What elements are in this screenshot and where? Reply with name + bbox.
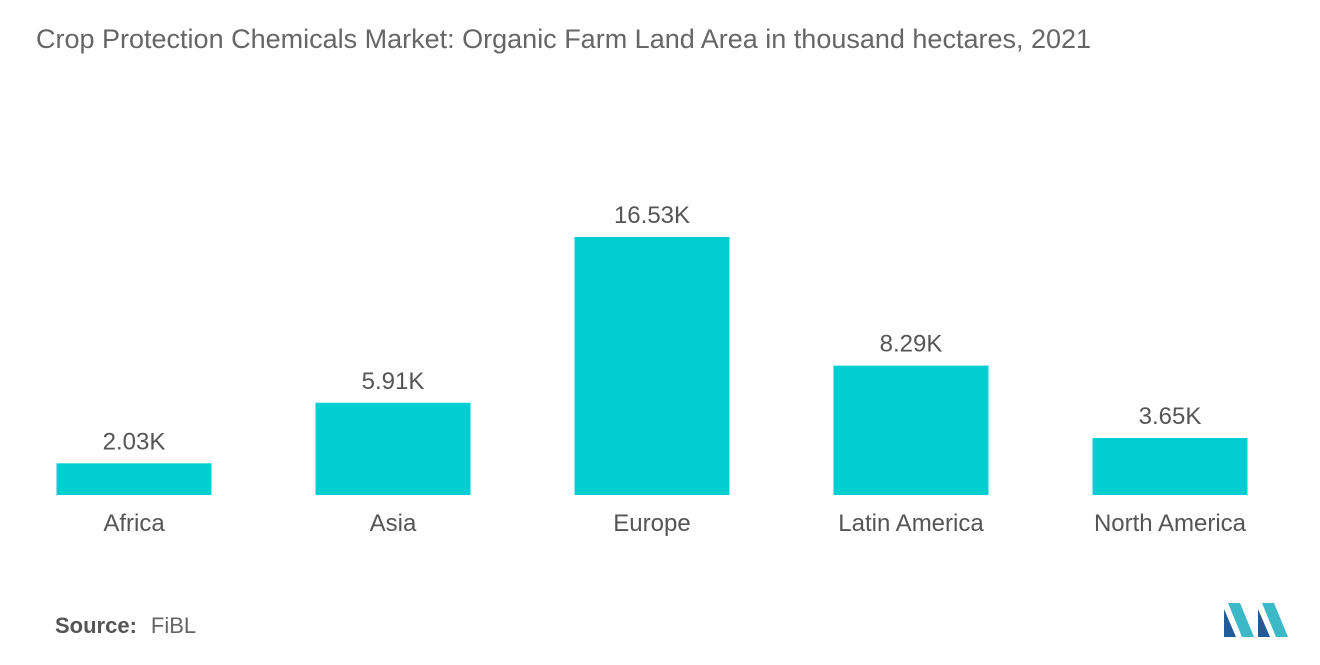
bar-asia [315,402,471,495]
data-label: 8.29K [880,331,943,358]
data-label: 16.53K [614,202,690,229]
source-label: Source: [55,613,137,638]
x-tick-label: North America [1094,510,1247,537]
x-tick-label: Africa [103,510,165,537]
logo-left-diagonal [1228,603,1254,637]
data-label: 5.91K [362,368,425,395]
bar-europe [574,237,730,495]
mordor-intelligence-logo-icon [1224,603,1288,637]
logo-left-stroke [1224,609,1236,637]
data-label: 3.65K [1139,403,1202,430]
source-value: FiBL [150,613,197,638]
bar-africa [56,463,212,495]
bar-latin-america [833,365,989,495]
x-tick-label: Asia [370,510,417,537]
bar-north-america [1092,438,1248,495]
logo-right-stroke [1258,609,1270,637]
x-tick-label: Latin America [838,510,984,537]
data-label: 2.03K [103,428,166,455]
chart-title: Crop Protection Chemicals Market: Organi… [36,24,1092,54]
x-tick-label: Europe [613,510,690,537]
logo-right-diagonal [1262,603,1288,637]
source-note: Source: FiBL [55,613,196,639]
bar-chart: 2.03K Africa 5.91K Asia 16.53K Europe 8.29K Lat… [56,202,1248,537]
